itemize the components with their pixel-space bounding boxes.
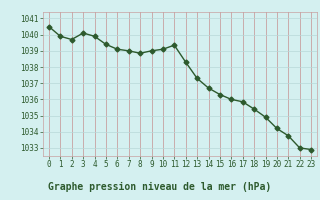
Text: Graphe pression niveau de la mer (hPa): Graphe pression niveau de la mer (hPa) [48, 182, 272, 192]
